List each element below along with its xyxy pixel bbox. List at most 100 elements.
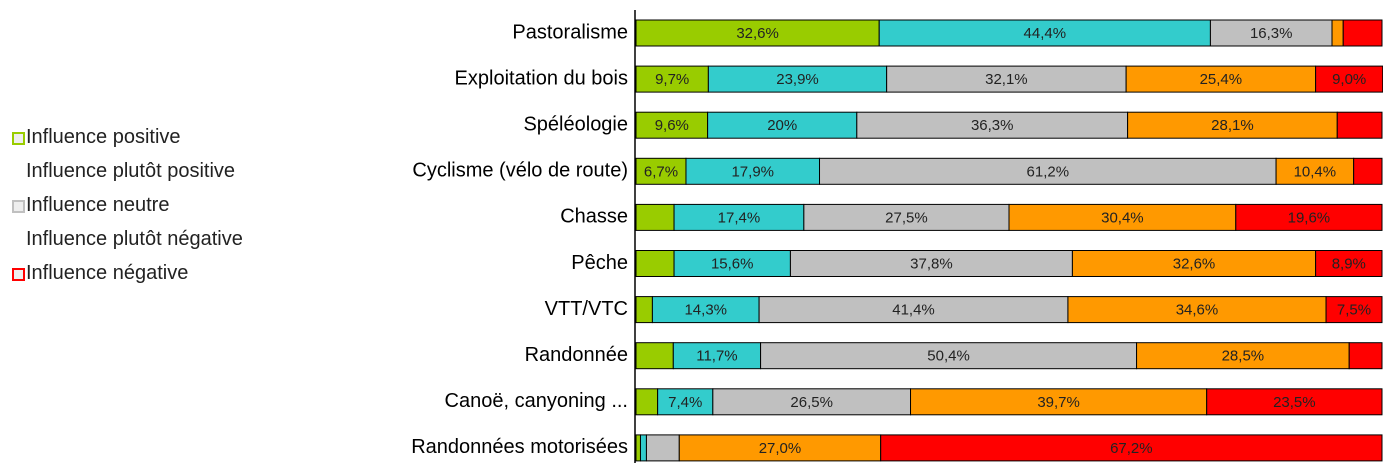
value-label: 10,4%	[1294, 163, 1337, 180]
value-label: 17,4%	[718, 209, 761, 226]
bar-segment	[1127, 111, 1338, 139]
value-label: 27,5%	[885, 209, 928, 226]
bar-segment	[635, 203, 675, 231]
category-label: Exploitation du bois	[455, 67, 628, 89]
value-label: 7,5%	[1337, 302, 1371, 319]
value-label: 23,9%	[776, 71, 819, 88]
legend-item: Influence négative	[10, 256, 280, 290]
value-label: 32,6%	[736, 25, 779, 42]
bar-segment	[707, 111, 858, 139]
legend-marker	[12, 268, 25, 281]
legend-item: Influence positive	[10, 120, 280, 154]
value-label: 17,9%	[731, 163, 774, 180]
value-label: 7,4%	[668, 394, 702, 411]
category-label: Pastoralisme	[512, 21, 628, 43]
legend-item: Influence plutôt négative	[10, 222, 266, 281]
legend-label: Influence négative	[26, 262, 189, 284]
legend-marker	[12, 132, 25, 145]
category-label: Cyclisme (vélo de route)	[412, 160, 628, 182]
bar-segment	[1336, 111, 1383, 139]
bar-segment	[673, 250, 791, 277]
value-label: 8,9%	[1332, 255, 1366, 272]
category-label: Randonnées motorisées	[411, 436, 628, 458]
value-label: 23,5%	[1273, 394, 1316, 411]
value-label: 61,2%	[1027, 163, 1070, 180]
value-label: 28,5%	[1222, 348, 1265, 365]
value-label: 6,7%	[644, 163, 678, 180]
value-label: 44,4%	[1024, 25, 1067, 42]
value-label: 34,6%	[1176, 302, 1219, 319]
bar-segment	[635, 111, 709, 139]
bar-segment	[639, 434, 647, 462]
category-label: VTT/VTC	[545, 298, 628, 320]
bar-segment	[1071, 250, 1317, 277]
bar-segment	[1331, 19, 1344, 47]
value-label: 16,3%	[1250, 25, 1293, 42]
bar-segment	[1315, 65, 1383, 93]
category-label: Chasse	[560, 206, 628, 228]
bar-segment	[707, 65, 888, 93]
bar-segment	[657, 388, 714, 416]
legend-label: Influence plutôt positive	[26, 160, 236, 182]
value-label: 9,0%	[1332, 71, 1366, 88]
category-label: Pêche	[571, 252, 628, 274]
bar-segment	[1348, 342, 1383, 370]
legend-marker	[12, 200, 25, 213]
value-label: 25,4%	[1200, 71, 1243, 88]
value-label: 67,2%	[1110, 440, 1153, 457]
bar-segment	[1315, 250, 1383, 277]
value-label: 36,3%	[971, 117, 1014, 134]
bar-segment	[1353, 157, 1383, 185]
bar-segment	[886, 65, 1127, 93]
bar-segment	[635, 342, 674, 370]
value-label: 20%	[767, 117, 797, 134]
legend-item: Influence plutôt positive	[10, 154, 266, 213]
value-label: 11,7%	[696, 348, 737, 365]
bar-segment	[789, 250, 1073, 277]
bar-segment	[1209, 19, 1333, 47]
bar-segment	[635, 296, 653, 324]
category-label: Randonnée	[525, 344, 628, 366]
legend-label: Influence plutôt négative	[26, 228, 243, 250]
value-label: 19,6%	[1288, 209, 1331, 226]
value-label: 30,4%	[1101, 209, 1144, 226]
bar-segment	[685, 157, 821, 185]
value-label: 28,1%	[1211, 117, 1254, 134]
value-label: 32,6%	[1173, 255, 1216, 272]
bar-segment	[635, 434, 641, 462]
category-label: Spéléologie	[523, 113, 628, 135]
bar-segment	[758, 296, 1069, 324]
bar-segment	[1325, 296, 1383, 324]
bar-segment	[645, 434, 680, 462]
value-label: 27,0%	[759, 440, 802, 457]
bar-segment	[712, 388, 912, 416]
legend: Influence positive Influence plutôt posit…	[10, 120, 280, 290]
legend-item: Influence neutre	[10, 188, 280, 222]
bar-segment	[635, 65, 709, 93]
bar-segment	[880, 434, 1383, 462]
category-label: Canoë, canyoning ...	[445, 390, 628, 412]
value-label: 9,6%	[655, 117, 689, 134]
value-label: 14,3%	[684, 302, 727, 319]
value-label: 15,6%	[711, 255, 754, 272]
bar-segment	[635, 250, 675, 277]
value-label: 26,5%	[790, 394, 833, 411]
value-label: 37,8%	[910, 255, 953, 272]
value-label: 41,4%	[892, 302, 935, 319]
bar-segment	[1235, 203, 1383, 231]
value-label: 50,4%	[927, 348, 970, 365]
bar-segment	[1125, 65, 1317, 93]
value-label: 9,7%	[655, 71, 689, 88]
bar-segment	[910, 388, 1208, 416]
value-label: 32,1%	[985, 71, 1028, 88]
value-label: 39,7%	[1037, 394, 1080, 411]
legend-label: Influence neutre	[26, 194, 170, 216]
legend-label: Influence positive	[26, 126, 181, 148]
bar-segment	[803, 203, 1010, 231]
bar-segment	[1275, 157, 1355, 185]
bar-segment	[760, 342, 1138, 370]
bar-segment	[635, 388, 659, 416]
bar-segment	[678, 434, 882, 462]
bar-segment	[1206, 388, 1383, 416]
